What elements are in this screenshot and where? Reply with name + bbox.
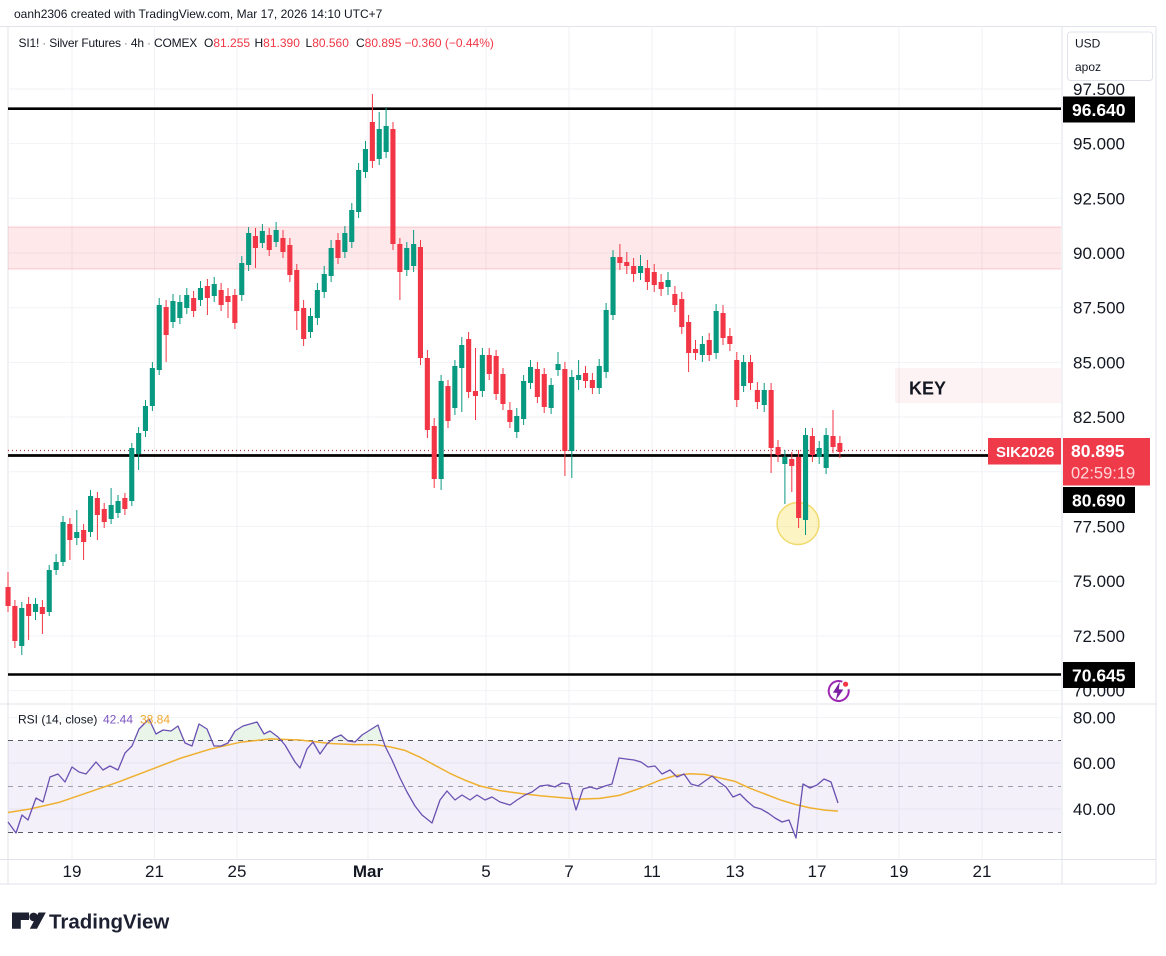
svg-text:42.44: 42.44 xyxy=(103,713,133,727)
svg-text:87.500: 87.500 xyxy=(1073,299,1125,318)
svg-text:21: 21 xyxy=(973,862,992,881)
svg-text:SI1! · Silver Futures · 4h · C: SI1! · Silver Futures · 4h · COMEX xyxy=(19,36,198,50)
svg-text:13: 13 xyxy=(726,862,745,881)
svg-text:KEY: KEY xyxy=(909,379,946,399)
svg-text:TradingView: TradingView xyxy=(49,911,169,934)
svg-text:72.500: 72.500 xyxy=(1073,627,1125,646)
svg-text:C80.895: C80.895 xyxy=(356,36,402,50)
svg-text:60.00: 60.00 xyxy=(1073,754,1116,773)
svg-text:80.00: 80.00 xyxy=(1073,709,1116,728)
svg-text:L80.560: L80.560 xyxy=(306,36,350,50)
svg-text:80.895: 80.895 xyxy=(1071,441,1125,461)
svg-text:97.500: 97.500 xyxy=(1073,80,1125,99)
svg-text:−0.360 (−0.44%): −0.360 (−0.44%) xyxy=(405,36,494,50)
svg-text:5: 5 xyxy=(481,862,490,881)
svg-text:RSI (14, close): RSI (14, close) xyxy=(18,713,97,727)
svg-text:77.500: 77.500 xyxy=(1073,518,1125,537)
svg-text:apoz: apoz xyxy=(1075,60,1101,74)
svg-text:H81.390: H81.390 xyxy=(255,36,301,50)
svg-text:19: 19 xyxy=(890,862,909,881)
svg-text:Mar: Mar xyxy=(353,862,384,881)
svg-text:SIK2026: SIK2026 xyxy=(996,444,1054,461)
svg-text:80.690: 80.690 xyxy=(1072,491,1126,511)
svg-text:25: 25 xyxy=(228,862,247,881)
svg-text:21: 21 xyxy=(145,862,164,881)
svg-text:USD: USD xyxy=(1075,37,1101,51)
svg-text:75.000: 75.000 xyxy=(1073,572,1125,591)
svg-text:70.645: 70.645 xyxy=(1072,666,1126,686)
svg-text:95.000: 95.000 xyxy=(1073,135,1125,154)
svg-text:7: 7 xyxy=(564,862,573,881)
svg-text:85.000: 85.000 xyxy=(1073,353,1125,372)
svg-text:11: 11 xyxy=(643,862,661,881)
svg-text:oanh2306 created with TradingV: oanh2306 created with TradingView.com, M… xyxy=(14,7,383,21)
svg-text:19: 19 xyxy=(63,862,82,881)
svg-text:17: 17 xyxy=(808,862,827,881)
svg-text:40.00: 40.00 xyxy=(1073,800,1116,819)
svg-text:38.84: 38.84 xyxy=(140,713,170,727)
svg-text:92.500: 92.500 xyxy=(1073,189,1125,208)
svg-text:O81.255: O81.255 xyxy=(204,36,250,50)
svg-text:82.500: 82.500 xyxy=(1073,408,1125,427)
svg-text:96.640: 96.640 xyxy=(1072,100,1126,120)
svg-text:02:59:19: 02:59:19 xyxy=(1071,465,1135,483)
svg-text:90.000: 90.000 xyxy=(1073,244,1125,263)
